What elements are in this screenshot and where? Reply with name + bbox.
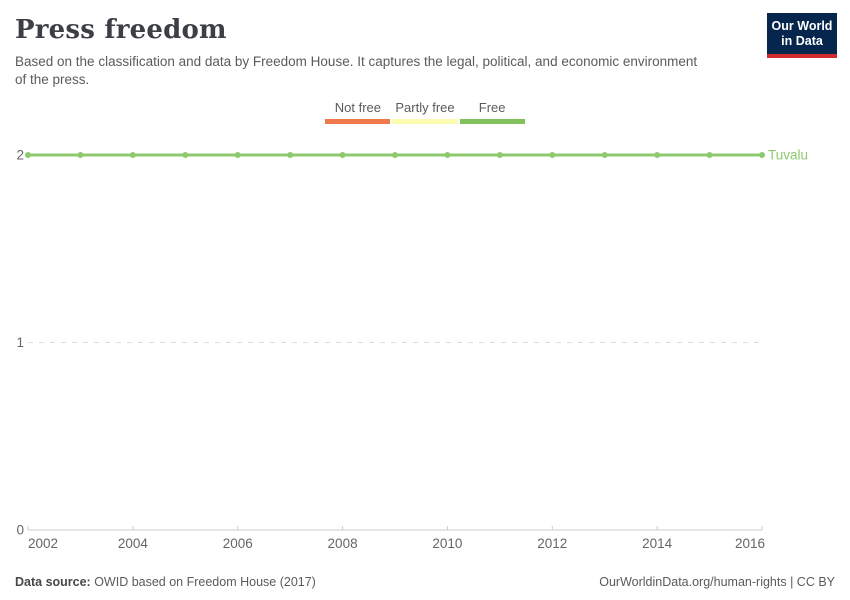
legend-label: Partly free [395, 100, 455, 115]
owid-url-license-link[interactable]: OurWorldinData.org/human-rights | CC BY [599, 575, 835, 589]
x-axis-tick-label: 2010 [432, 536, 462, 551]
y-axis-tick-label: 2 [16, 148, 24, 163]
y-axis-tick-label: 1 [16, 335, 24, 350]
legend-swatch-free [459, 119, 525, 124]
chart-title: Press freedom [15, 15, 227, 45]
owid-logo[interactable]: Our World in Data [767, 13, 837, 58]
series-point [339, 152, 346, 158]
x-axis-tick-label: 2014 [642, 536, 673, 551]
legend-swatch-not-free [325, 119, 391, 124]
legend-swatch-partly-free [392, 119, 458, 124]
series-point [234, 152, 241, 158]
series-entity-label[interactable]: Tuvalu [768, 148, 808, 163]
series-point [129, 152, 136, 158]
x-axis-tick-label: 2012 [537, 536, 567, 551]
legend: Not free Partly free Free [0, 100, 850, 124]
series-point [601, 152, 608, 158]
legend-label: Free [478, 100, 506, 115]
owid-logo-line2: in Data [781, 34, 823, 48]
owid-logo-line1: Our World [771, 19, 833, 33]
series-point [496, 152, 503, 158]
x-axis-tick-label: 2006 [223, 536, 253, 551]
series-point [77, 152, 84, 158]
data-source-text: OWID based on Freedom House (2017) [90, 575, 316, 589]
chart-subtitle: Based on the classification and data by … [15, 54, 698, 87]
data-source-note: Data source: OWID based on Freedom House… [15, 575, 316, 589]
series-point [444, 152, 451, 158]
series-point [654, 152, 661, 158]
legend-item-free[interactable]: Free [459, 100, 525, 124]
series-point [392, 152, 398, 158]
series-point [549, 152, 556, 158]
legend-item-partly-free[interactable]: Partly free [392, 100, 458, 124]
series-point [25, 152, 31, 158]
series-point [706, 152, 713, 158]
x-axis-tick-label: 2008 [328, 536, 358, 551]
y-axis-tick-label: 0 [16, 523, 24, 538]
data-source-label: Data source: [15, 575, 91, 589]
x-axis-tick-label: 2004 [118, 536, 149, 551]
series-point [759, 152, 765, 158]
legend-item-not-free[interactable]: Not free [325, 100, 391, 124]
series-point [287, 152, 294, 158]
x-axis-tick-label: 2002 [28, 536, 58, 551]
legend-label: Not free [334, 100, 381, 115]
x-axis-tick-label: 2016 [735, 536, 765, 551]
series-point [182, 152, 189, 158]
chart-footer: Data source: OWID based on Freedom House… [15, 575, 835, 589]
